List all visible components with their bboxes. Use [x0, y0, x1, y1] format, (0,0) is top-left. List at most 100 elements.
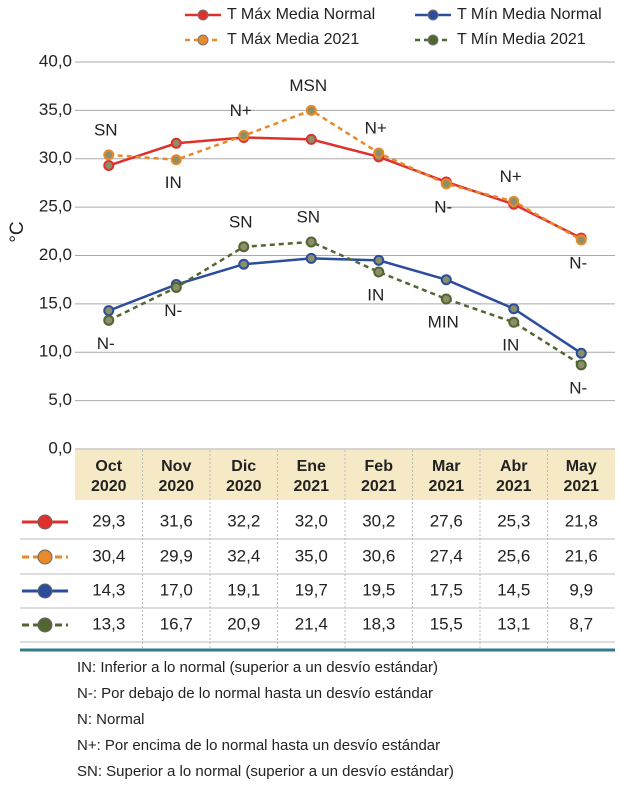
table-row-marker [37, 514, 53, 530]
annotation: N- [569, 254, 587, 273]
annotation: N- [569, 378, 587, 397]
table-value: 31,6 [160, 511, 193, 530]
point [103, 149, 115, 161]
annotation: N+ [365, 118, 387, 137]
point [508, 195, 520, 207]
x-tick-label-text: Dic 2020 [225, 458, 262, 495]
point [373, 254, 385, 266]
y-tick-label: 20,0 [39, 245, 72, 264]
annotation: IN [367, 285, 384, 304]
table-value: 8,7 [569, 614, 593, 633]
x-tick-label-text: Nov 2020 [158, 458, 195, 495]
table-value: 21,6 [565, 546, 598, 565]
point [575, 234, 587, 246]
table-value: 17,5 [430, 580, 463, 599]
table-value: 13,1 [497, 614, 530, 633]
series-line [108, 136, 582, 240]
point [305, 133, 317, 145]
y-tick-label: 15,0 [39, 293, 72, 312]
point [238, 241, 250, 253]
legend-label: T Mín Media 2021 [457, 31, 586, 48]
table-row-marker [37, 617, 53, 633]
y-tick-label: 30,0 [39, 148, 72, 167]
x-tick-label: Mar 2021 [413, 454, 481, 500]
table-value: 32,2 [227, 511, 260, 530]
x-tick-label: Oct 2020 [75, 454, 143, 500]
x-tick-label: Dic 2020 [210, 454, 278, 500]
x-tick-label-text: Ene 2021 [293, 458, 330, 495]
footnote: N+: Por encima de lo normal hasta un des… [77, 737, 441, 754]
x-tick-label: May 2021 [548, 454, 616, 500]
point [305, 104, 317, 116]
x-tick-label-text: Feb 2021 [360, 458, 397, 495]
footnote: IN: Inferior a lo normal (superior a un … [77, 659, 439, 676]
series-line [108, 108, 582, 242]
table-value: 32,0 [295, 511, 328, 530]
point [305, 252, 317, 264]
footnote: N: Normal [77, 711, 145, 728]
legend-label: T Máx Media 2021 [227, 31, 359, 48]
point [103, 305, 115, 317]
table-value: 27,6 [430, 511, 463, 530]
footnote: N-: Por debajo de lo normal hasta un des… [77, 685, 434, 702]
point [508, 303, 520, 315]
annotation: N+ [500, 167, 522, 186]
series-line [108, 240, 582, 366]
table-value: 19,7 [295, 580, 328, 599]
table-value: 19,1 [227, 580, 260, 599]
footnote: SN: Superior a lo normal (superior a un … [77, 763, 454, 780]
legend-label: T Máx Media Normal [227, 6, 375, 23]
x-tick-label: Nov 2020 [143, 454, 211, 500]
point [373, 266, 385, 278]
table-value: 9,9 [569, 580, 593, 599]
x-tick-label-text: Mar 2021 [428, 458, 465, 495]
legend-marker [427, 9, 439, 21]
table-value: 18,3 [362, 614, 395, 633]
y-tick-label: 35,0 [39, 100, 72, 119]
legend-marker [197, 9, 209, 21]
point [238, 258, 250, 270]
annotation: IN [502, 336, 519, 355]
annotation: N- [164, 301, 182, 320]
annotation: MIN [428, 313, 459, 332]
point [305, 236, 317, 248]
table-value: 14,3 [92, 580, 125, 599]
table-row-marker [37, 549, 53, 565]
point [103, 314, 115, 326]
annotation: N+ [230, 101, 252, 120]
y-tick-label: 0,0 [48, 438, 72, 457]
table-row-marker [37, 583, 53, 599]
point [103, 160, 115, 172]
table-value: 30,6 [362, 546, 395, 565]
table-value: 16,7 [160, 614, 193, 633]
y-axis-label: °C [7, 221, 28, 242]
point [170, 137, 182, 149]
legend-marker [427, 34, 439, 46]
table-value: 21,8 [565, 511, 598, 530]
y-tick-label: 40,0 [39, 51, 72, 70]
point [508, 316, 520, 328]
table-value: 32,4 [227, 546, 260, 565]
x-tick-label-text: Oct 2020 [90, 458, 127, 495]
x-tick-label-text: Abr 2021 [495, 458, 532, 495]
table-value: 19,5 [362, 580, 395, 599]
table-value: 25,3 [497, 511, 530, 530]
legend-label: T Mín Media Normal [457, 6, 602, 23]
legend-marker [197, 34, 209, 46]
point [440, 293, 452, 305]
table-value: 20,9 [227, 614, 260, 633]
point [170, 281, 182, 293]
table-value: 17,0 [160, 580, 193, 599]
table-value: 13,3 [92, 614, 125, 633]
annotation: N- [97, 334, 115, 353]
table-value: 30,4 [92, 546, 125, 565]
point [170, 154, 182, 166]
table-value: 14,5 [497, 580, 530, 599]
annotation: IN [165, 173, 182, 192]
x-tick-label-text: May 2021 [563, 458, 600, 495]
table-value: 15,5 [430, 614, 463, 633]
x-tick-label: Feb 2021 [345, 454, 413, 500]
annotation: N- [434, 197, 452, 216]
point [440, 274, 452, 286]
